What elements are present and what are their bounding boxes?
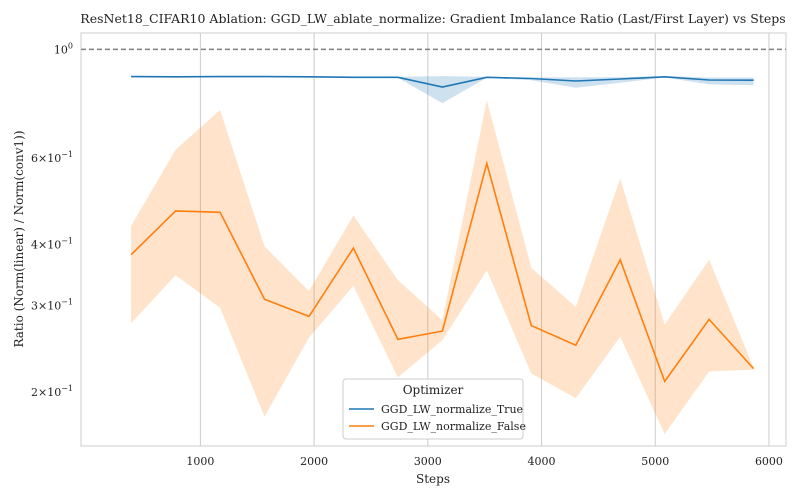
x-tick-label: 3000	[414, 455, 442, 468]
series-lines	[130, 75, 755, 384]
band-normalize-true	[131, 76, 754, 104]
y-axis-label: Ratio (Norm(linear) / Norm(conv1))	[12, 130, 26, 347]
legend-title: Optimizer	[403, 383, 464, 397]
y-tick-label: 6×10−1	[31, 150, 73, 165]
x-tick-label: 4000	[528, 455, 556, 468]
y-axis-ticks: 100 6×10−1 4×10−1 3×10−1 2×10−1	[31, 41, 73, 398]
gridlines	[199, 33, 770, 446]
legend-box	[342, 378, 524, 440]
x-axis-label: Steps	[416, 472, 450, 486]
confidence-bands	[131, 76, 754, 435]
x-axis-ticks: 1000 2000 3000 4000 5000 6000	[186, 455, 783, 468]
x-tick-label: 5000	[641, 455, 669, 468]
legend-label-normalize-true: GGD_LW_normalize_True	[381, 403, 523, 416]
plot-area	[80, 32, 787, 447]
y-tick-label: 2×10−1	[31, 384, 73, 399]
chart-title: ResNet18_CIFAR10 Ablation: GGD_LW_ablate…	[80, 11, 785, 26]
y-tick-label: 3×10−1	[31, 298, 73, 313]
x-tick-label: 6000	[755, 455, 783, 468]
x-tick-label: 1000	[186, 455, 214, 468]
legend-label-normalize-false: GGD_LW_normalize_False	[381, 420, 526, 433]
y-tick-label: 100	[54, 41, 73, 56]
x-tick-label: 2000	[300, 455, 328, 468]
y-tick-label: 4×10−1	[31, 236, 73, 251]
legend: Optimizer GGD_LW_normalize_True GGD_LW_n…	[342, 378, 526, 440]
band-normalize-false	[131, 100, 754, 435]
